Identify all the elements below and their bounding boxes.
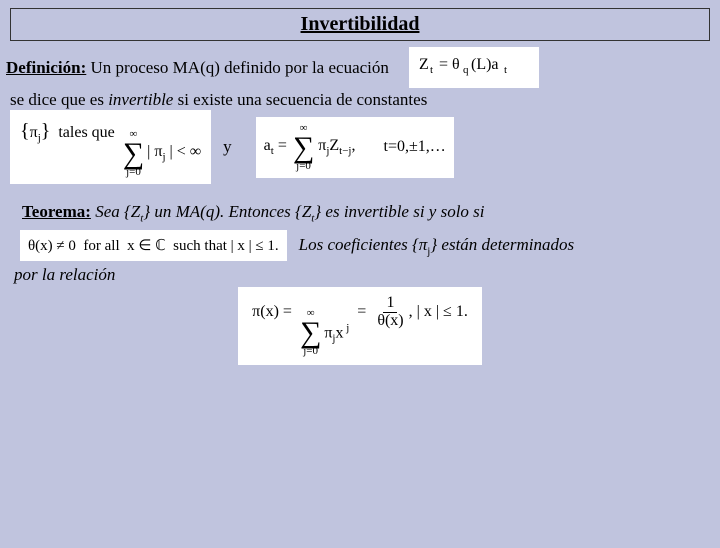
theorem-label: Teorema: xyxy=(22,202,91,221)
definition-label: Definición: xyxy=(6,58,86,77)
definition-body: Un proceso MA(q) definido por la ecuació… xyxy=(86,58,389,77)
sum-pi-finite: {πj} tales que ∞∑j=0 | πj | < ∞ xyxy=(10,110,211,184)
svg-text:q: q xyxy=(463,64,469,76)
svg-text:t: t xyxy=(504,64,507,76)
page-title: Invertibilidad xyxy=(301,13,420,35)
constants-row: {πj} tales que ∞∑j=0 | πj | < ∞ y at = ∞… xyxy=(10,110,710,184)
definition-text: Definición: Un proceso MA(q) definido po… xyxy=(6,58,389,78)
line2-invertible: invertible xyxy=(108,90,173,109)
por-relacion: por la relación xyxy=(14,265,710,285)
definition-row: Definición: Un proceso MA(q) definido po… xyxy=(6,47,710,88)
eq-ma-svg: Z t = θ q (L)a t xyxy=(419,53,529,77)
theorem-text: Sea {Zt} un MA(q). Entonces {Zt} es inve… xyxy=(95,202,484,221)
svg-text:t: t xyxy=(430,64,433,76)
eq-at-sum: at = ∞∑j=0 πjZt−j, t=0,±1,… xyxy=(256,117,454,178)
frac-den: θ(x) xyxy=(374,313,406,330)
pi-lhs: π(x) xyxy=(252,303,279,320)
tales-que: tales que xyxy=(58,124,114,141)
pi-cond: , | x | ≤ 1. xyxy=(409,303,468,320)
t-range: t=0,±1,… xyxy=(384,138,446,156)
y-connector: y xyxy=(223,137,232,157)
theorem: Teorema: Sea {Zt} un MA(q). Entonces {Zt… xyxy=(22,202,710,224)
eq-ma: Z t = θ q (L)a t xyxy=(409,47,539,88)
svg-text:= θ: = θ xyxy=(439,56,460,73)
frac-num: 1 xyxy=(383,295,397,313)
pi-equation-row: π(x) = ∞∑j=0 πjx j = 1 θ(x) , | x | ≤ 1. xyxy=(0,287,720,365)
title-box: Invertibilidad xyxy=(10,8,710,41)
definition-line2: se dice que es invertible si existe una … xyxy=(10,90,710,110)
coef-text: Los coeficientes {πj} están determinados xyxy=(299,235,574,257)
coef-row: θ(x) ≠ 0 for all x ∈ ℂ such that | x | ≤… xyxy=(20,230,710,261)
pi-equation: π(x) = ∞∑j=0 πjx j = 1 θ(x) , | x | ≤ 1. xyxy=(238,287,482,365)
svg-text:Z: Z xyxy=(419,56,429,73)
line2-a: se dice que es xyxy=(10,90,108,109)
line2-tail: si existe una secuencia de constantes xyxy=(173,90,427,109)
svg-text:(L)a: (L)a xyxy=(471,56,499,73)
theta-condition: θ(x) ≠ 0 for all x ∈ ℂ such that | x | ≤… xyxy=(20,230,287,261)
